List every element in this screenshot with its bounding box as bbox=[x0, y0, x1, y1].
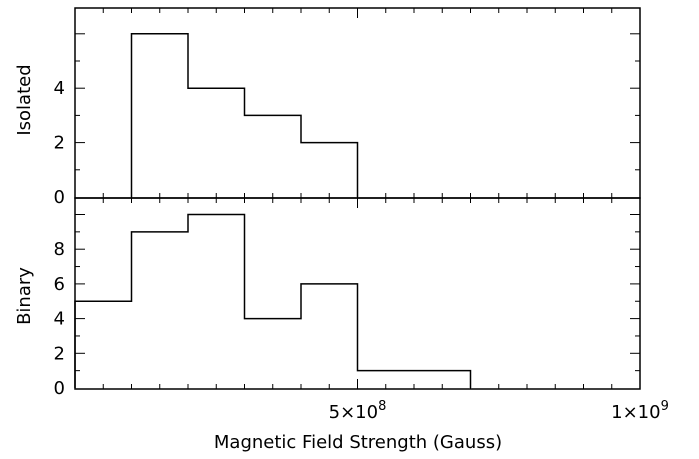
top-ylabel: Isolated bbox=[14, 64, 35, 135]
top-histogram-bin bbox=[245, 115, 302, 197]
top-histogram-bin bbox=[132, 34, 189, 197]
bottom-y-tick-label: 0 bbox=[54, 378, 65, 399]
bottom-panel: 0 2 4 6 8 5×108 1×109 bbox=[54, 197, 669, 423]
top-y-tick-label: 0 bbox=[54, 187, 65, 208]
x-axis-label: Magnetic Field Strength (Gauss) bbox=[214, 432, 502, 453]
bottom-y-tick-label: 6 bbox=[54, 274, 65, 295]
bottom-ylabel: Binary bbox=[14, 267, 35, 325]
bottom-histogram-bin bbox=[188, 215, 245, 389]
top-histogram-bin bbox=[301, 143, 358, 197]
top-histogram-bin bbox=[188, 88, 245, 197]
bottom-y-tick-label: 8 bbox=[54, 239, 65, 260]
top-y-tick-label: 2 bbox=[54, 133, 65, 154]
bottom-histogram-bin bbox=[301, 284, 358, 388]
bottom-histogram-step bbox=[74, 213, 472, 388]
top-panel: 0 2 4 bbox=[54, 7, 641, 208]
bottom-histogram-bin bbox=[245, 319, 302, 388]
bottom-histogram-bin bbox=[132, 232, 189, 388]
x-tick-label: 5×108 bbox=[329, 399, 387, 423]
bottom-y-tick-label: 2 bbox=[54, 343, 65, 364]
bottom-histogram-bin bbox=[414, 371, 471, 388]
x-tick-label: 1×109 bbox=[611, 399, 669, 423]
top-histogram-step bbox=[130, 33, 359, 197]
bottom-y-tick-label: 4 bbox=[54, 309, 65, 330]
bottom-histogram-bin bbox=[75, 301, 132, 388]
bottom-histogram-bin bbox=[358, 371, 415, 388]
top-y-tick-label: 4 bbox=[54, 78, 65, 99]
